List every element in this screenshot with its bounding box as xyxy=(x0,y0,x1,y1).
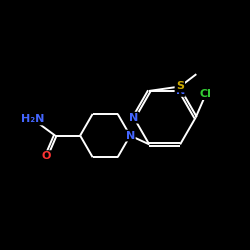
Text: N: N xyxy=(176,86,185,96)
Text: N: N xyxy=(129,113,138,123)
Text: H₂N: H₂N xyxy=(22,114,45,124)
Text: N: N xyxy=(126,130,135,140)
Text: S: S xyxy=(176,82,184,92)
Text: O: O xyxy=(42,151,51,161)
Text: Cl: Cl xyxy=(200,89,212,99)
